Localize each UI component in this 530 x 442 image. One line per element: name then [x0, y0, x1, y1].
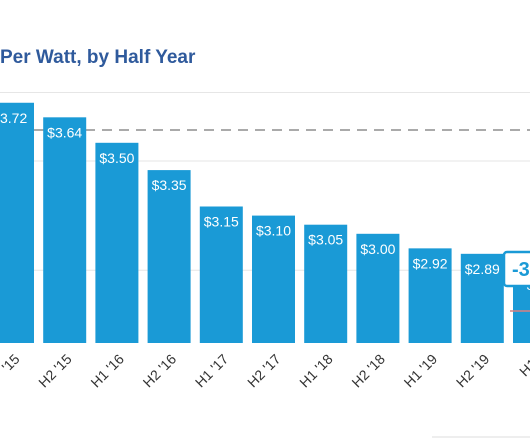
x-axis-tick-labels: '15 H2 '15 H1 '16 H2 '16 H1 '17 H2 '17 H1 '18 H… [0, 351, 530, 391]
x-tick-label: H1 '19 [401, 351, 441, 391]
bar [43, 117, 87, 343]
title-divider [0, 92, 530, 93]
x-tick-label: H1 ' [516, 351, 530, 380]
bar-value-label: $3.50 [99, 150, 134, 166]
x-tick-label: H2 '17 [244, 351, 284, 391]
bar-value-label: 3.72 [0, 110, 27, 126]
callout-text: -3 [512, 259, 530, 281]
bar [304, 224, 348, 343]
bar [356, 233, 400, 343]
x-tick-label: H1 '18 [296, 351, 336, 391]
x-tick-label: H2 '18 [348, 351, 388, 391]
x-tick-label: H2 '16 [140, 351, 180, 391]
bar [0, 102, 34, 343]
bar [408, 248, 452, 343]
bar [252, 215, 295, 343]
bar-value-label: $2.89 [465, 261, 500, 277]
bar-value-label: $3.35 [152, 177, 187, 193]
x-tick-label: H2 '15 [35, 351, 75, 391]
x-tick-label: H2 '19 [453, 351, 493, 391]
bar-value-label: $3.00 [360, 241, 395, 257]
callout-box [502, 250, 530, 288]
bar [95, 142, 139, 343]
bar-value-label: $3.15 [204, 214, 239, 230]
bar-value-label: $3.64 [47, 124, 82, 140]
callout-badge: -3 [502, 250, 530, 288]
bar-value-labels: 3.72 $3.64 $3.50 $3.35 $3.15 $3.10 $3.05 $3.00 $… [0, 110, 530, 293]
bar-value-label: $3.10 [256, 223, 291, 239]
bar [199, 206, 243, 343]
bar [147, 170, 191, 343]
x-tick-label: '15 [0, 351, 23, 375]
x-tick-label: H1 '16 [87, 351, 127, 391]
bar [513, 270, 530, 343]
bars [0, 102, 530, 343]
x-tick-label: H1 '17 [192, 351, 232, 391]
bar [460, 253, 504, 343]
bar-value-label: $3.05 [308, 232, 343, 248]
chart-title: Per Watt, by Half Year [0, 47, 196, 68]
bar-value-label: $2.92 [413, 255, 448, 271]
